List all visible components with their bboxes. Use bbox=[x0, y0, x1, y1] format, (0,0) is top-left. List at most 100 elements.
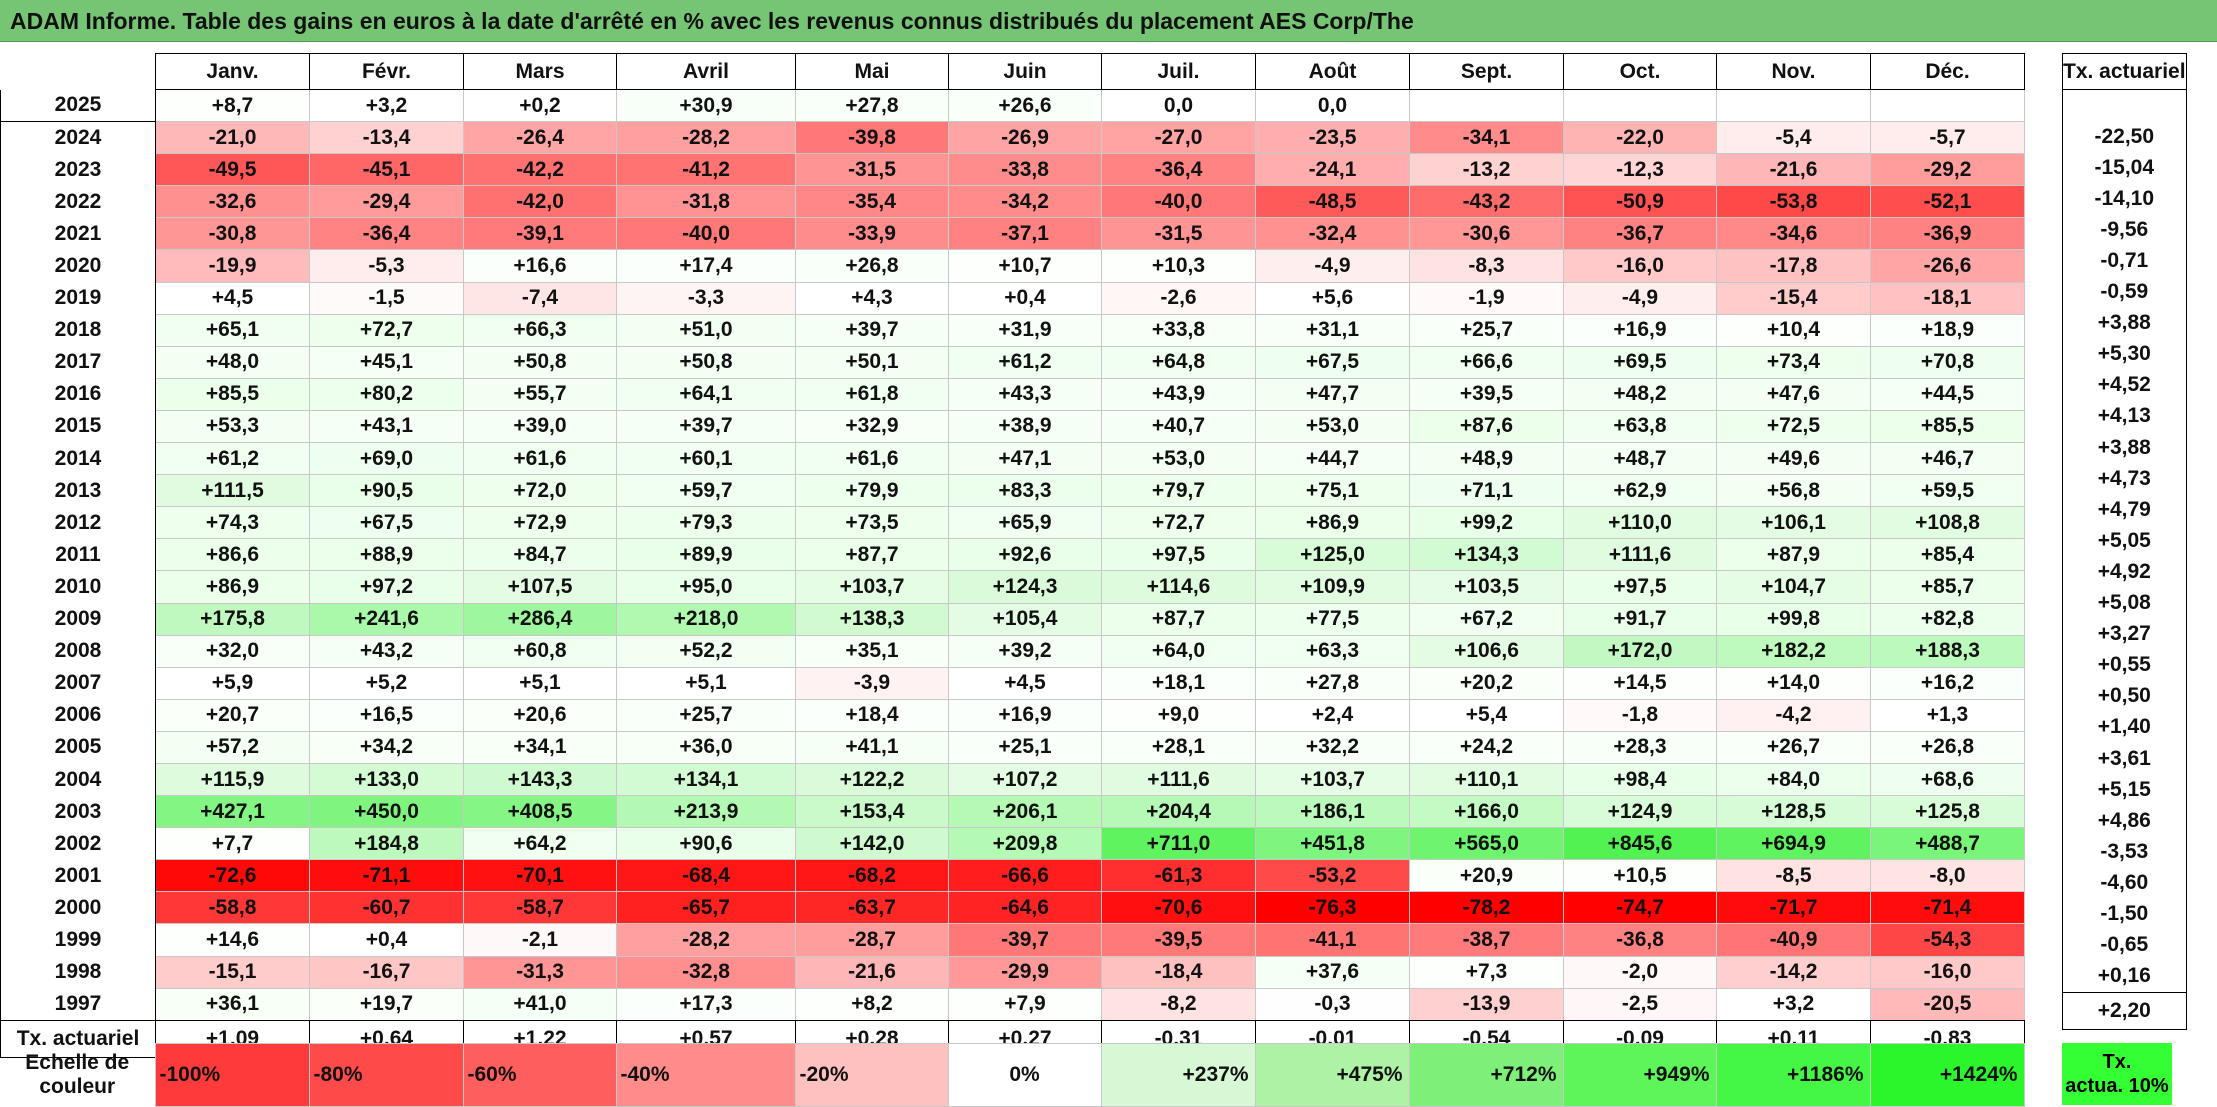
gain-cell: +111,6 bbox=[1101, 762, 1256, 797]
gain-cell: +85,7 bbox=[1870, 570, 2025, 604]
scale-swatch: -100% bbox=[154, 1043, 310, 1107]
gain-cell: +18,9 bbox=[1870, 313, 2025, 347]
side-row: +5,30 bbox=[2062, 338, 2187, 370]
gain-cell: -24,1 bbox=[1255, 153, 1410, 187]
gain-cell: -18,1 bbox=[1870, 281, 2025, 315]
gain-cell: -2,1 bbox=[463, 923, 617, 957]
table-row: 2006 +20,7 +16,5 +20,6 +25,7 +18,4 +16,9 +9,0 +2… bbox=[0, 698, 2025, 732]
gain-cell: +64,1 bbox=[616, 377, 796, 411]
gain-cell: +8,2 bbox=[795, 987, 949, 1021]
gain-cell: +143,3 bbox=[463, 762, 617, 797]
gain-cell: +1,3 bbox=[1870, 698, 2025, 732]
month-header-row: Janv. Févr. Mars Avril Mai Juin Juil. Août Sept.… bbox=[0, 53, 2025, 90]
gain-cell: -12,3 bbox=[1563, 153, 1717, 187]
gain-cell: +103,7 bbox=[1255, 762, 1410, 797]
side-row: -9,56 bbox=[2062, 214, 2187, 246]
gain-cell: +69,0 bbox=[309, 442, 464, 476]
gain-cell: +26,8 bbox=[795, 249, 949, 283]
gain-cell: +10,5 bbox=[1563, 859, 1717, 893]
tx-actuariel-cell: +4,73 bbox=[2062, 463, 2187, 495]
year-cell: 1997 bbox=[0, 988, 156, 1021]
gain-cell: -1,8 bbox=[1563, 698, 1717, 732]
gain-cell: +14,6 bbox=[155, 923, 310, 957]
gain-cell: +110,1 bbox=[1409, 762, 1564, 797]
gain-cell: +28,3 bbox=[1563, 730, 1717, 764]
gain-cell: +59,5 bbox=[1870, 474, 2025, 508]
gain-cell: +61,2 bbox=[155, 442, 310, 476]
gain-cell: +114,6 bbox=[1101, 570, 1256, 604]
gain-cell: +34,1 bbox=[463, 730, 617, 764]
gain-cell: +16,6 bbox=[463, 249, 617, 283]
gain-cell: +49,6 bbox=[1716, 442, 1871, 476]
gain-cell: +72,7 bbox=[1101, 506, 1256, 540]
gain-cell: -70,1 bbox=[463, 859, 617, 893]
month-header: Déc. bbox=[1870, 53, 2025, 90]
gain-cell: -31,5 bbox=[795, 153, 949, 187]
year-cell: 2003 bbox=[0, 795, 156, 828]
gain-cell: +64,2 bbox=[463, 827, 617, 861]
gain-cell: +47,1 bbox=[948, 442, 1102, 476]
gain-cell: -38,7 bbox=[1409, 923, 1564, 957]
gain-cell: +44,7 bbox=[1255, 442, 1410, 476]
gain-cell: +134,3 bbox=[1409, 538, 1564, 572]
gain-cell: -3,9 bbox=[795, 666, 949, 700]
table-row: 2000 -58,8 -60,7 -58,7 -65,7 -63,7 -64,6 -70,6-… bbox=[0, 891, 2025, 925]
gain-cell: +111,5 bbox=[155, 474, 310, 508]
gain-cell: -31,3 bbox=[463, 955, 617, 989]
year-cell: 2011 bbox=[0, 538, 156, 571]
gain-cell: +77,5 bbox=[1255, 602, 1410, 636]
gain-cell: -41,1 bbox=[1255, 923, 1410, 957]
gain-cell: -1,9 bbox=[1409, 281, 1564, 315]
gain-cell: +67,5 bbox=[309, 506, 464, 540]
gain-cell: +103,7 bbox=[795, 570, 949, 604]
gain-cell: -72,6 bbox=[155, 859, 310, 893]
side-row: +0,50 bbox=[2062, 680, 2187, 712]
gain-cell: +115,9 bbox=[155, 762, 310, 797]
table-row: 2019 +4,5 -1,5 -7,4 -3,3 +4,3 +0,4 -2,6 +5,6 -1,9… bbox=[0, 281, 2025, 315]
gain-cell: -13,2 bbox=[1409, 153, 1564, 187]
scale-swatch: +712% bbox=[1408, 1043, 1564, 1107]
tx-actuariel-cell bbox=[2062, 89, 2187, 122]
month-header: Janv. bbox=[155, 53, 310, 90]
table-row: 2015 +53,3 +43,1 +39,0 +39,7 +32,9 +38,9 +40,7 +… bbox=[0, 409, 2025, 444]
gain-cell: -58,8 bbox=[155, 891, 310, 925]
gain-cell: -31,5 bbox=[1101, 217, 1256, 251]
gain-cell: +10,3 bbox=[1101, 249, 1256, 283]
gain-cell: +105,4 bbox=[948, 602, 1102, 636]
tx-actuariel-cell: -0,59 bbox=[2062, 276, 2187, 308]
gain-cell: +26,6 bbox=[948, 88, 1102, 123]
gain-cell: +36,1 bbox=[155, 987, 310, 1021]
report-title: ADAM Informe. Table des gains en euros à… bbox=[0, 0, 2217, 42]
side-row bbox=[2062, 89, 2187, 122]
gain-cell: +204,4 bbox=[1101, 795, 1256, 829]
gain-cell bbox=[1409, 88, 1564, 123]
side-row: +3,88 bbox=[2062, 307, 2187, 339]
tx-actuariel-cell: +4,52 bbox=[2062, 369, 2187, 401]
scale-swatch: -20% bbox=[794, 1043, 949, 1107]
gain-cell: -40,0 bbox=[616, 217, 796, 251]
gain-cell: +61,6 bbox=[463, 442, 617, 476]
gain-cell: +25,7 bbox=[616, 698, 796, 732]
scale-side-line1: Tx. bbox=[2102, 1051, 2132, 1073]
gain-cell: -33,8 bbox=[948, 153, 1102, 187]
gain-cell: +90,5 bbox=[309, 474, 464, 508]
gain-cell: +38,9 bbox=[948, 409, 1102, 444]
gain-cell: +69,5 bbox=[1563, 345, 1717, 379]
gain-cell: +86,9 bbox=[1255, 506, 1410, 540]
gain-cell: +184,8 bbox=[309, 827, 464, 861]
gain-cell: +286,4 bbox=[463, 602, 617, 636]
tx-actuariel-cell: +3,88 bbox=[2062, 307, 2187, 339]
gain-cell: +65,9 bbox=[948, 506, 1102, 540]
gain-cell: +87,7 bbox=[795, 538, 949, 572]
gain-cell: +75,1 bbox=[1255, 474, 1410, 508]
table-row: 2008 +32,0 +43,2 +60,8 +52,2 +35,1 +39,2 +64,0 +… bbox=[0, 634, 2025, 668]
gain-cell: +92,6 bbox=[948, 538, 1102, 572]
gain-cell: +72,7 bbox=[309, 313, 464, 347]
gain-cell: +845,6 bbox=[1563, 827, 1717, 861]
gain-cell: +122,2 bbox=[795, 762, 949, 797]
table-row: 1999 +14,6 +0,4 -2,1 -28,2 -28,7 -39,7 -39,5 -41… bbox=[0, 923, 2025, 957]
gain-cell: -53,2 bbox=[1255, 859, 1410, 893]
year-cell: 2010 bbox=[0, 570, 156, 603]
table-row: 2025 +8,7 +3,2 +0,2 +30,9 +27,8 +26,6 0,0 0,0 bbox=[0, 88, 2025, 123]
gain-cell: +50,8 bbox=[463, 345, 617, 379]
